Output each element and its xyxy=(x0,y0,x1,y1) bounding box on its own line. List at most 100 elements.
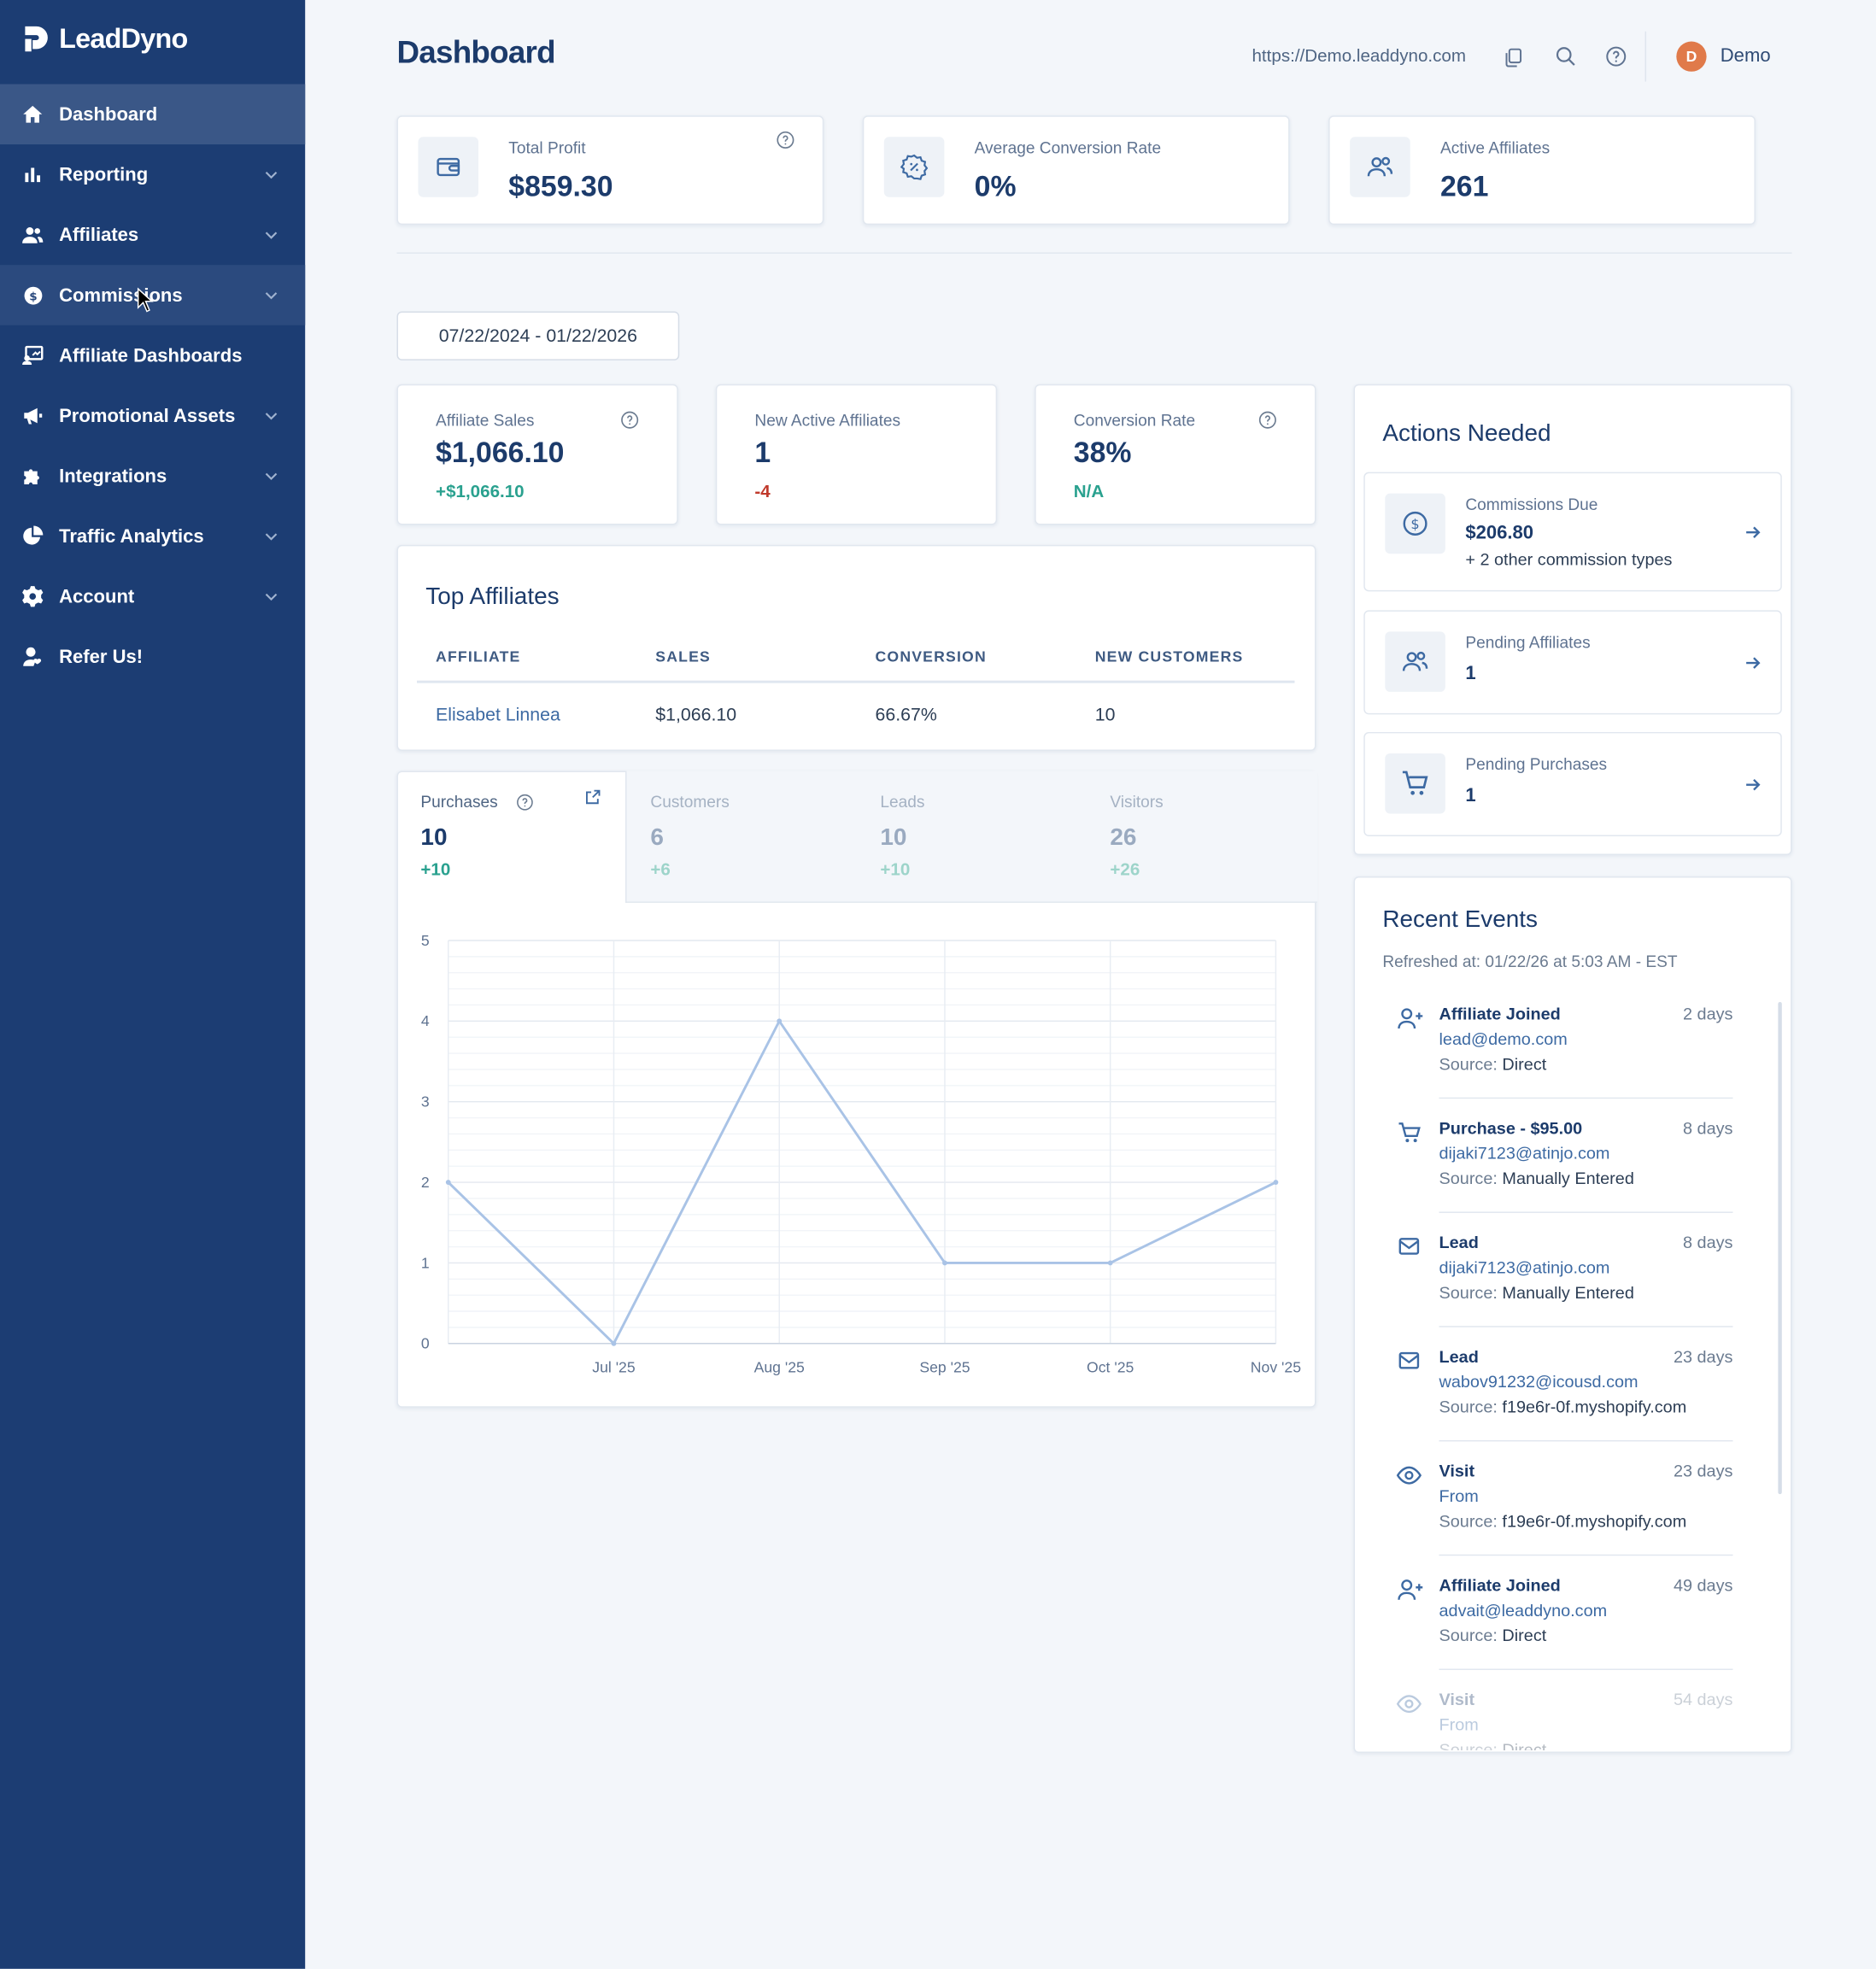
action-pending-affiliates[interactable]: Pending Affiliates 1 xyxy=(1363,610,1782,715)
action-value: $206.80 xyxy=(1465,522,1534,544)
brand-logo[interactable]: LeadDyno xyxy=(21,21,188,58)
help-icon[interactable] xyxy=(1258,411,1277,430)
tab-value: 10 xyxy=(420,824,448,852)
header-divider xyxy=(1644,31,1647,82)
home-icon xyxy=(21,102,45,126)
event-email[interactable]: wabov91232@icousd.com xyxy=(1439,1372,1639,1392)
chevron-down-icon[interactable] xyxy=(262,226,280,244)
y-tick-label: 0 xyxy=(421,1335,430,1352)
data-point[interactable] xyxy=(942,1260,947,1266)
chevron-down-icon[interactable] xyxy=(262,588,280,606)
column-header[interactable]: SALES xyxy=(655,648,711,666)
event-email[interactable]: From xyxy=(1439,1714,1479,1734)
x-tick-label: Sep '25 xyxy=(919,1359,970,1376)
sidebar-item-promotional-assets[interactable]: Promotional Assets xyxy=(0,385,305,446)
user-menu[interactable]: Demo xyxy=(1720,44,1771,67)
data-point[interactable] xyxy=(1107,1260,1113,1266)
sidebar-item-affiliates[interactable]: Affiliates xyxy=(0,205,305,266)
event-source: Source: Manually Entered xyxy=(1439,1169,1634,1187)
source-value: Manually Entered xyxy=(1502,1283,1634,1303)
event-divider xyxy=(1439,1439,1733,1442)
svg-text:$: $ xyxy=(1410,516,1419,532)
data-point[interactable] xyxy=(445,1180,451,1185)
chevron-down-icon[interactable] xyxy=(262,286,280,304)
actions-needed-title: Actions Needed xyxy=(1382,420,1551,448)
copy-icon[interactable] xyxy=(1502,46,1524,68)
purchases-line-chart: 0 1 2 3 4 5 Jul '25 Aug '25 Sep '25 Oct '25 Nov '2… xyxy=(421,932,1301,1376)
avatar[interactable]: D xyxy=(1676,41,1707,72)
source-label: Source: xyxy=(1439,1169,1498,1188)
column-header[interactable]: CONVERSION xyxy=(875,648,987,666)
bar-chart-icon xyxy=(21,162,45,187)
scrollbar[interactable] xyxy=(1778,1001,1782,1495)
event-email[interactable]: dijaki7123@atinjo.com xyxy=(1439,1257,1610,1277)
cart-icon xyxy=(1398,1122,1421,1143)
data-point[interactable] xyxy=(611,1340,617,1346)
divider xyxy=(396,252,1792,254)
stat-value: $1,066.10 xyxy=(436,436,565,469)
help-icon[interactable] xyxy=(620,411,639,430)
x-tick-label: Nov '25 xyxy=(1251,1359,1301,1376)
event-email[interactable]: dijaki7123@atinjo.com xyxy=(1439,1144,1610,1163)
data-point[interactable] xyxy=(777,1018,783,1024)
source-label: Source: xyxy=(1439,1740,1498,1751)
users-icon xyxy=(1350,137,1410,197)
event-time: 49 days xyxy=(1673,1575,1733,1595)
action-commissions-due[interactable]: $ Commissions Due $206.80 + 2 other comm… xyxy=(1363,472,1782,592)
sidebar-item-traffic-analytics[interactable]: Traffic Analytics xyxy=(0,506,305,566)
event-time: 8 days xyxy=(1682,1118,1733,1138)
tab-label: Customers xyxy=(650,792,730,812)
stat-delta: -4 xyxy=(754,480,771,501)
y-tick-label: 5 xyxy=(421,932,430,949)
sidebar-item-account[interactable]: Account xyxy=(0,566,305,627)
sidebar-item-label: Commissions xyxy=(59,284,183,306)
sidebar-item-commissions[interactable]: $ Commissions xyxy=(0,265,306,325)
event-title: Visit xyxy=(1439,1690,1475,1709)
sidebar-item-label: Dashboard xyxy=(59,103,158,126)
mail-icon xyxy=(1398,1351,1420,1369)
sidebar-item-dashboard[interactable]: Dashboard xyxy=(0,84,306,145)
help-icon[interactable] xyxy=(1605,45,1627,67)
refreshed-at: Refreshed at: 01/22/26 at 5:03 AM - EST xyxy=(1382,952,1678,971)
event-email[interactable]: lead@demo.com xyxy=(1439,1029,1568,1049)
data-point[interactable] xyxy=(1273,1180,1279,1185)
sidebar-item-label: Affiliate Dashboards xyxy=(59,344,243,366)
sidebar-item-label: Promotional Assets xyxy=(59,405,236,427)
pie-chart-icon xyxy=(21,524,45,548)
chevron-down-icon[interactable] xyxy=(262,166,280,184)
action-value: 1 xyxy=(1465,663,1476,685)
action-pending-purchases[interactable]: Pending Purchases 1 xyxy=(1363,731,1782,836)
sidebar-item-integrations[interactable]: Integrations xyxy=(0,446,305,507)
help-icon[interactable] xyxy=(776,131,794,149)
affiliate-link[interactable]: Elisabet Linnea xyxy=(436,706,560,726)
event-divider xyxy=(1439,1668,1733,1670)
date-range-picker[interactable]: 07/22/2024 - 01/22/2026 xyxy=(396,311,680,360)
chevron-down-icon[interactable] xyxy=(262,527,280,545)
sidebar-item-affiliate-dashboards[interactable]: Affiliate Dashboards xyxy=(0,325,305,386)
sidebar-item-reporting[interactable]: Reporting xyxy=(0,144,305,205)
stat-affiliate-sales: Affiliate Sales $1,066.10 +$1,066.10 xyxy=(396,384,678,525)
event-title: Affiliate Joined xyxy=(1439,1575,1561,1595)
event-email[interactable]: advait@leaddyno.com xyxy=(1439,1601,1608,1620)
chevron-down-icon[interactable] xyxy=(262,467,280,485)
chevron-down-icon[interactable] xyxy=(262,407,280,425)
dollar-circle-icon: $ xyxy=(21,283,45,308)
event-time: 23 days xyxy=(1673,1347,1733,1367)
kpi-value: 0% xyxy=(974,169,1017,202)
event-divider xyxy=(1439,1097,1733,1099)
sidebar-item-refer-us[interactable]: Refer Us! xyxy=(0,626,305,687)
event-title: Affiliate Joined xyxy=(1439,1004,1561,1023)
event-time: 8 days xyxy=(1682,1233,1733,1252)
source-label: Source: xyxy=(1439,1511,1498,1531)
site-url[interactable]: https://Demo.leaddyno.com xyxy=(1252,44,1466,66)
search-icon[interactable] xyxy=(1555,45,1577,67)
event-email[interactable]: From xyxy=(1439,1486,1479,1506)
tab-label: Leads xyxy=(880,792,925,812)
help-icon[interactable] xyxy=(516,794,534,812)
column-header[interactable]: AFFILIATE xyxy=(436,648,521,666)
event-source: Source: f19e6r-0f.myshopify.com xyxy=(1439,1512,1687,1531)
event-source: Source: Direct xyxy=(1439,1740,1547,1750)
external-link-icon[interactable] xyxy=(584,788,602,806)
y-tick-label: 1 xyxy=(421,1254,430,1271)
column-header[interactable]: NEW CUSTOMERS xyxy=(1094,648,1244,666)
